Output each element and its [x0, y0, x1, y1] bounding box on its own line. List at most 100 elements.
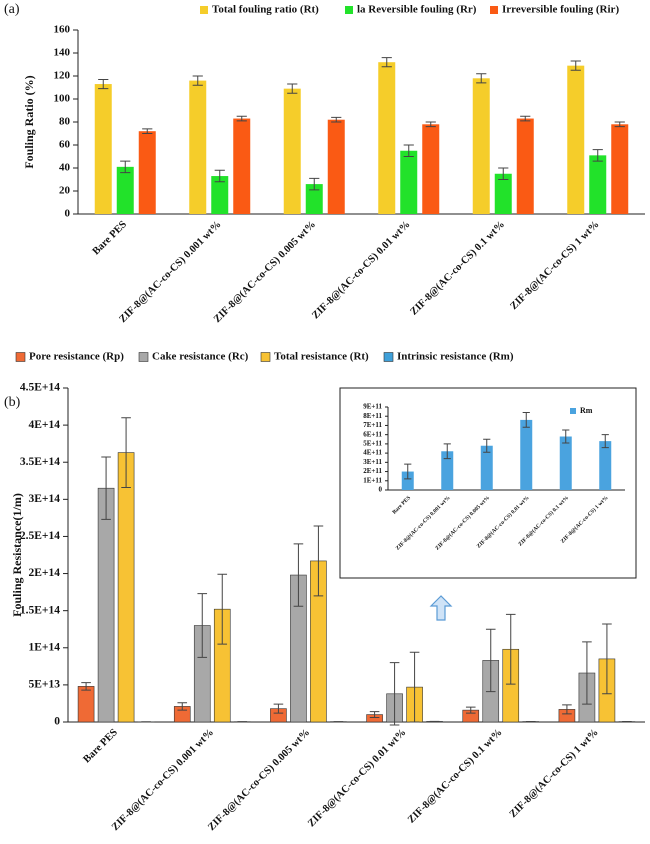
bar [211, 176, 229, 214]
y-tick-label: 0 [379, 486, 383, 494]
error-bar [522, 412, 530, 428]
error-bar [602, 623, 612, 695]
error-bar [197, 593, 208, 658]
legend-label: Intrinsic resistance (Rm) [397, 351, 514, 363]
bar [589, 155, 607, 214]
x-tick-label: ZIF-8@(AC-co-CS) 0.001 wt% [118, 219, 224, 325]
error-bar [582, 641, 592, 705]
bar [77, 686, 95, 723]
error-bar [101, 456, 111, 520]
bar [494, 173, 512, 214]
legend-label: Irreversible fouling (Rir) [502, 4, 619, 16]
panel-label: (a) [4, 2, 20, 17]
legend-label: Total resistance (Rt) [274, 351, 369, 363]
legend-swatch [200, 6, 208, 14]
y-tick-label: 0 [65, 208, 71, 220]
legend-label: Rm [580, 406, 593, 415]
y-tick-label: 1.5E+14 [20, 604, 60, 616]
error-bar [601, 434, 609, 449]
y-tick-label: 3E+14 [29, 493, 61, 505]
error-bar [177, 702, 188, 711]
x-tick-label: Bare PES [91, 219, 129, 257]
error-bar [592, 149, 603, 162]
legend-label: Pore resistance (Rp) [29, 351, 124, 363]
y-tick-label: 2E+11 [363, 467, 382, 475]
y-tick-label: 40 [59, 162, 71, 174]
y-tick-label: 8E+11 [363, 412, 382, 420]
y-axis-title: Fouling Resistance(1/m) [10, 493, 24, 617]
bar [599, 441, 612, 490]
error-bar [443, 443, 451, 460]
y-tick-label: 3E+11 [363, 458, 382, 466]
error-bar [403, 144, 414, 157]
legend-label: Total fouling ratio (Rt) [212, 4, 319, 16]
bar [94, 84, 112, 214]
y-tick-label: 1E+14 [29, 641, 61, 653]
legend-swatch [260, 352, 271, 362]
error-bar [293, 543, 304, 607]
y-tick-label: 80 [59, 116, 71, 128]
bar [378, 62, 396, 215]
x-tick-label: ZIF-8@(AC-co-CS) 0.005 wt% [212, 219, 318, 325]
legend-swatch [15, 352, 26, 362]
legend-swatch [490, 6, 498, 14]
error-bar [409, 651, 420, 723]
bar [97, 487, 115, 723]
error-bar [465, 706, 476, 714]
legend-swatch [383, 352, 394, 362]
error-bar [476, 73, 487, 84]
x-tick-label: ZIF-8@(AC-co-CS) 1 wt% [508, 727, 601, 820]
y-axis-title: Fouling Ratio (%) [22, 75, 36, 168]
bar [472, 78, 490, 214]
bar [305, 184, 323, 214]
error-bar [381, 57, 392, 68]
y-tick-label: 9E+11 [363, 403, 382, 411]
error-bar [309, 177, 320, 191]
y-tick-label: 4.5E+14 [20, 382, 60, 394]
x-tick-label: ZIF-8@(AC-co-CS) 0.1 wt% [406, 727, 505, 826]
x-tick-label: ZIF-8@(AC-co-CS) 1 wt% [509, 219, 602, 312]
error-bar [483, 438, 491, 453]
y-tick-label: 0 [54, 716, 60, 728]
error-bar [192, 75, 203, 86]
error-bar [614, 121, 625, 128]
y-tick-label: 4E+14 [29, 419, 61, 431]
y-tick-label: 60 [59, 139, 71, 151]
y-tick-label: 100 [54, 93, 71, 105]
error-bar [570, 60, 581, 71]
y-tick-label: 4E+11 [363, 449, 382, 457]
bar [189, 80, 207, 214]
x-tick-label: ZIF-8@(AC-co-CS) 0.1 wt% [408, 219, 507, 318]
bar [117, 452, 135, 723]
error-bar [520, 115, 531, 122]
error-bar [389, 662, 400, 726]
bar [559, 436, 572, 490]
bar [441, 451, 454, 490]
error-bar [313, 525, 324, 597]
legend-label: Cake resistance (Rc) [152, 351, 249, 363]
arrow [429, 595, 453, 621]
y-tick-label: 5E+13 [29, 679, 61, 691]
x-tick-label: ZIF-8@(AC-co-CS) 0.01 wt% [306, 727, 408, 829]
y-tick-label: 3.5E+14 [20, 456, 60, 468]
error-bar [98, 78, 109, 90]
error-bar [562, 429, 570, 444]
error-bar [498, 167, 509, 180]
error-bar [505, 613, 516, 685]
error-bar [425, 121, 436, 128]
y-tick-label: 6E+11 [363, 430, 382, 438]
error-bar [121, 417, 131, 488]
y-tick-label: 120 [54, 70, 71, 82]
bar [520, 419, 533, 490]
x-tick-label: ZIF-8@(AC-co-CS) 0.005 wt% [206, 727, 312, 833]
y-tick-label: 20 [59, 185, 71, 197]
bar [611, 124, 629, 214]
bar [116, 166, 134, 214]
error-bar [562, 704, 572, 715]
error-bar [273, 703, 284, 714]
error-bar [287, 83, 298, 94]
y-tick-label: 5E+11 [363, 439, 382, 447]
bar [401, 471, 414, 490]
bar [233, 118, 251, 214]
